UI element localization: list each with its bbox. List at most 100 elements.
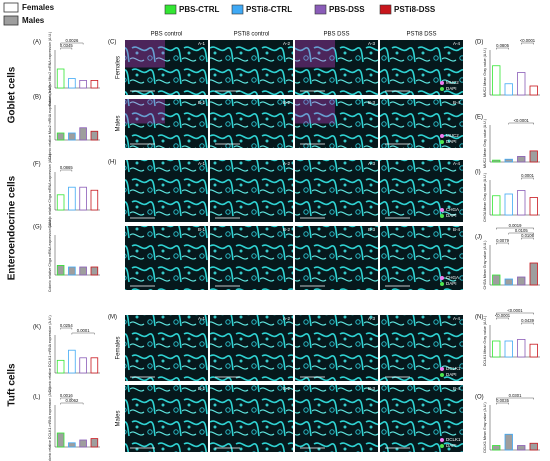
y-axis-label: DCLK1 Mean Gray value (A.U.) [483, 402, 487, 452]
tile-label: A-4 [453, 41, 461, 46]
micrograph [380, 99, 463, 148]
bar [492, 274, 501, 286]
tile-label: B-1 [198, 227, 206, 232]
micrograph [295, 99, 378, 148]
p-value: 0.0439 [521, 318, 534, 323]
mucus-signal [295, 40, 335, 68]
p-value: 0.0345 [60, 43, 73, 48]
bar [517, 190, 526, 216]
stain-dot [440, 214, 444, 218]
micrograph [125, 315, 208, 381]
group-label: PBS-CTRL [179, 5, 220, 14]
bar [492, 340, 501, 358]
tile-label: A-2 [283, 316, 291, 321]
p-value: 0.0105 [515, 228, 528, 233]
stain-dot [440, 208, 444, 212]
micrograph [380, 385, 463, 452]
p-bracket [521, 177, 534, 180]
bar [90, 189, 99, 211]
bar [504, 433, 513, 451]
stain-label: DCLK1 [446, 437, 461, 442]
micrograph [125, 99, 208, 148]
tile-label: B-3 [368, 227, 376, 232]
row-label: Females [116, 336, 122, 359]
p-bracket [496, 227, 534, 230]
bar [68, 349, 76, 374]
tile-label: A-1 [198, 41, 206, 46]
tile-label: A-4 [453, 161, 461, 166]
tile-label: A-2 [283, 161, 291, 166]
chart-letter: (O) [475, 395, 484, 401]
bar [79, 357, 87, 374]
p-value: 0.0001 [521, 173, 534, 178]
stain-dot [440, 444, 444, 448]
stain-label: DAPI [446, 213, 457, 218]
bar [517, 445, 526, 451]
stain-dot [440, 367, 444, 371]
stain-label: DAPI [446, 86, 457, 91]
section-label: Tuft cells [7, 363, 18, 407]
bar [90, 130, 99, 141]
column-label: PBS control [151, 32, 183, 38]
tile-label: B-4 [453, 227, 461, 232]
y-axis-label: Colonic relative DCLK1 mRNA expression (… [48, 315, 52, 392]
bar [504, 340, 513, 358]
chart-letter: (E) [475, 115, 483, 121]
stain-dot [440, 438, 444, 442]
stain-dot [440, 134, 444, 138]
stain-dot [440, 140, 444, 144]
micrograph [295, 315, 378, 381]
bar [492, 159, 501, 163]
sex-label: Males [22, 16, 45, 25]
micrograph [210, 99, 293, 148]
bar [504, 278, 513, 286]
bar [90, 80, 99, 89]
micrograph [125, 385, 208, 452]
tile-label: B-2 [283, 100, 291, 105]
stain-label: DCLK1 [446, 366, 461, 371]
tile-label: A-3 [368, 161, 376, 166]
micrograph [295, 40, 378, 95]
stain-label: DAPI [446, 281, 457, 286]
tile-label: B-3 [368, 386, 376, 391]
chart-letter: (K) [33, 325, 41, 331]
bar [90, 438, 99, 448]
micrograph [210, 385, 293, 452]
y-axis-label: Colonic relative Chga mRNA expression (A… [48, 218, 52, 292]
column-label: PSTi8 DSS [406, 32, 436, 38]
bar [517, 276, 526, 286]
y-axis-label: Colonic relative Muc2 mRNA expression (A… [48, 32, 52, 107]
bar [79, 186, 87, 211]
y-axis-label: Colonic relative DCLK1 mRNA expression (… [48, 387, 52, 461]
p-value: <0.0001 [507, 308, 523, 313]
p-value: 0.0805 [496, 43, 509, 48]
y-axis-label: MUC2 Mean Gray value (A.U.) [483, 48, 487, 97]
bar [504, 83, 513, 96]
tile-label: B-1 [198, 100, 206, 105]
mucus-signal [125, 40, 165, 68]
panel-letter: (C) [108, 40, 116, 46]
group-label: PSTi8-CTRL [246, 5, 292, 14]
y-axis-label: CHGA Mean Gray value (A.U.) [483, 241, 487, 290]
micrograph [210, 40, 293, 95]
micrograph [295, 226, 378, 290]
bar [56, 359, 65, 374]
stain-dot [440, 276, 444, 280]
p-bracket [60, 169, 73, 172]
chart-letter: (D) [475, 40, 483, 46]
micrograph [125, 226, 208, 290]
sex-swatch [3, 15, 19, 26]
row-label: Females [116, 56, 122, 79]
p-bracket [60, 327, 73, 330]
bar [492, 65, 501, 96]
chart-letter: (I) [475, 170, 481, 176]
p-value: 0.0301 [509, 393, 522, 398]
bar [68, 78, 76, 89]
bar [517, 156, 526, 163]
chart-letter: (N) [475, 315, 483, 321]
micrograph [210, 160, 293, 222]
micrograph [210, 315, 293, 381]
bar [504, 193, 513, 216]
bar [56, 194, 65, 211]
